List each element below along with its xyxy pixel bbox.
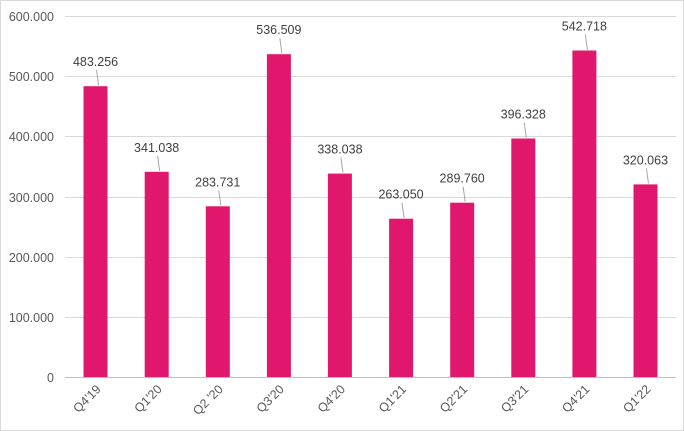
data-label-leader	[401, 202, 405, 218]
bar	[327, 173, 352, 377]
x-tick-label: Q2'21	[437, 382, 470, 415]
data-label: 283.731	[195, 175, 240, 189]
y-tick-label: 300.000	[9, 191, 54, 205]
data-label-leader	[279, 38, 283, 54]
x-tick-label: Q2 '20	[190, 382, 226, 418]
x-tick-label: Q1'21	[376, 382, 409, 415]
data-label: 542.718	[562, 19, 607, 33]
y-tick-label: 400.000	[9, 130, 54, 144]
x-tick-label: Q3'20	[254, 382, 287, 415]
data-label-leader	[218, 190, 222, 206]
bar	[572, 50, 597, 377]
y-tick-label: 500.000	[9, 70, 54, 84]
x-tick-label: Q4'21	[559, 382, 592, 415]
y-tick-label: 0	[47, 371, 54, 385]
y-tick-label: 200.000	[9, 251, 54, 265]
data-label: 263.050	[378, 188, 423, 202]
bar	[511, 138, 536, 377]
data-label: 338.038	[317, 143, 362, 157]
x-tick-label: Q4'20	[315, 382, 348, 415]
bar	[266, 54, 291, 377]
data-label: 320.063	[623, 153, 668, 167]
bar	[450, 202, 475, 377]
bar	[633, 184, 658, 377]
bar	[144, 171, 169, 377]
y-tick-label: 100.000	[9, 311, 54, 325]
data-label-leader	[96, 70, 100, 86]
x-tick-label: Q1'22	[620, 382, 653, 415]
x-tick-label: Q3'21	[498, 382, 531, 415]
data-label: 396.328	[501, 108, 546, 122]
data-label-leader	[340, 157, 344, 173]
data-label: 536.509	[256, 23, 301, 37]
x-tick-label: Q1'20	[132, 382, 165, 415]
bar	[83, 86, 108, 377]
data-label-leader	[645, 168, 649, 184]
bar	[389, 218, 414, 377]
data-label: 341.038	[134, 141, 179, 155]
data-label-leader	[157, 155, 161, 171]
data-label: 289.760	[440, 172, 485, 186]
x-tick-label: Q4'19	[70, 382, 103, 415]
data-label-leader	[462, 186, 466, 202]
data-label: 483.256	[73, 55, 118, 69]
bar	[205, 206, 230, 377]
y-tick-label: 600.000	[9, 10, 54, 24]
data-label-leader	[523, 122, 527, 138]
data-label-leader	[584, 34, 588, 50]
